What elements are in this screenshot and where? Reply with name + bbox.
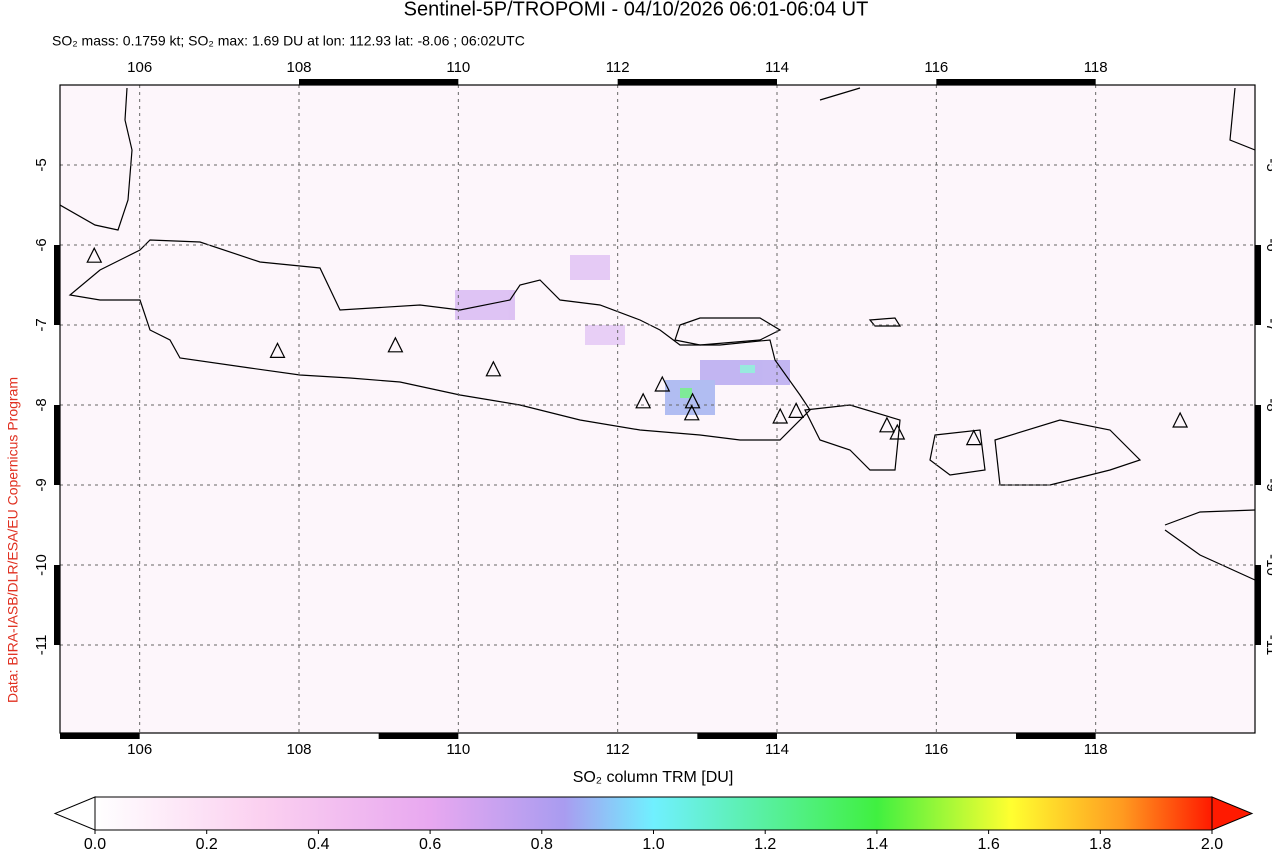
- y-tick-label: -7: [1263, 318, 1272, 331]
- x-tick-label: 112: [606, 741, 630, 758]
- volcano: [1172, 411, 1189, 428]
- y-tick-label: -9: [1263, 478, 1272, 491]
- volcano: [965, 429, 982, 446]
- y-tick-label: -8: [33, 398, 50, 411]
- colorbar-tick-label: 0.8: [531, 836, 553, 853]
- colorbar-tick-label: 1.0: [642, 836, 664, 853]
- coastlines: [60, 87, 1255, 581]
- y-tick-label: -11: [1263, 635, 1272, 656]
- x-tick-label: 118: [1084, 59, 1108, 76]
- so2-plume: [455, 255, 790, 415]
- x-tick-label: 108: [286, 59, 311, 76]
- credit: Data: BIRA-IASB/DLR/ESA/EU Copernicus Pr…: [5, 377, 21, 703]
- y-tick-label: -8: [1263, 398, 1272, 411]
- volcano: [485, 360, 502, 377]
- volcano: [889, 423, 906, 440]
- map-background: [60, 85, 1255, 733]
- colorbar-label: SO₂ column TRM [DU]: [573, 769, 734, 786]
- colorbar-under: [53, 796, 96, 831]
- x-tick-label: 114: [765, 59, 789, 76]
- volcano: [772, 407, 789, 424]
- title: Sentinel-5P/TROPOMI - 04/10/2026 06:01-0…: [404, 0, 869, 20]
- colorbar-tick-label: 2.0: [1201, 836, 1223, 853]
- volcano: [654, 375, 671, 392]
- x-tick-label: 108: [286, 741, 311, 758]
- x-tick-label: 112: [606, 59, 630, 76]
- y-tick-label: -7: [33, 318, 50, 331]
- y-tick-label: -11: [33, 635, 50, 656]
- colorbar-tick-label: 0.0: [84, 836, 106, 853]
- x-tick-label: 116: [924, 741, 948, 758]
- volcano: [635, 392, 652, 409]
- y-tick-label: -6: [33, 238, 50, 251]
- volcano: [86, 246, 103, 263]
- volcano: [387, 336, 404, 353]
- volcano: [269, 342, 286, 358]
- colorbar: [94, 796, 1213, 831]
- y-tick-label: -9: [33, 478, 50, 491]
- colorbar-tick-label: 0.2: [196, 836, 218, 853]
- map-area: [60, 85, 1255, 733]
- x-tick-label: 118: [1084, 741, 1108, 758]
- x-tick-label: 106: [127, 741, 152, 758]
- colorbar-tick-label: 0.4: [307, 836, 329, 853]
- x-tick-label: 106: [127, 59, 152, 76]
- y-tick-label: -10: [1263, 554, 1272, 576]
- x-tick-label: 110: [446, 59, 470, 76]
- volcano: [683, 404, 700, 421]
- x-tick-label: 116: [924, 59, 948, 76]
- y-tick-label: -6: [1263, 238, 1272, 251]
- colorbar-tick-label: 0.6: [419, 836, 441, 853]
- y-tick-label: -5: [1263, 158, 1272, 171]
- x-tick-label: 110: [446, 741, 470, 758]
- x-tick-label: 114: [765, 741, 789, 758]
- colorbar-over: [1211, 796, 1254, 831]
- colorbar-tick-label: 1.2: [754, 836, 776, 853]
- subtitle: SO₂ mass: 0.1759 kt; SO₂ max: 1.69 DU at…: [52, 33, 525, 49]
- colorbar-tick-label: 1.4: [866, 836, 888, 853]
- colorbar-tick-label: 1.6: [977, 836, 999, 853]
- volcano: [878, 416, 895, 433]
- y-tick-label: -5: [33, 158, 50, 171]
- volcano: [788, 402, 805, 418]
- y-tick-label: -10: [33, 554, 50, 576]
- colorbar-tick-label: 1.8: [1089, 836, 1111, 853]
